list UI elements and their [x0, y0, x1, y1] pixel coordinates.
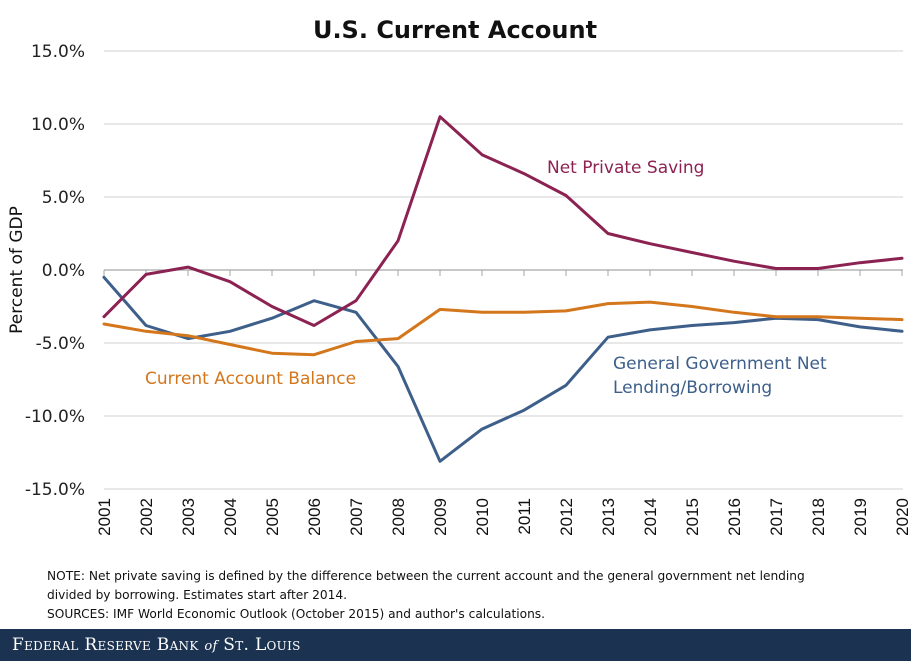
x-tick-label: 2011: [515, 498, 534, 535]
y-tick-label: 5.0%: [42, 188, 85, 208]
y-tick-label: -15.0%: [25, 480, 85, 500]
chart-notes: NOTE: Net private saving is defined by t…: [47, 567, 887, 624]
series-annotations: Net Private Saving Current Account Balanc…: [145, 158, 827, 398]
x-tick-label: 2010: [473, 498, 492, 536]
x-tick-label: 2008: [389, 498, 408, 536]
series-general-government-net-lending-borrowing: [102, 275, 904, 463]
footer-banner: Federal Reserve Bank of St. Louis: [0, 629, 911, 661]
y-tick-label: 15.0%: [31, 42, 85, 62]
note-line: NOTE: Net private saving is defined by t…: [47, 569, 805, 583]
x-axis: [103, 269, 903, 276]
x-tick-label: 2020: [893, 498, 911, 536]
x-tick-label: 2019: [851, 498, 870, 536]
x-tick-label: 2005: [263, 498, 282, 536]
annotation-line: Lending/Borrowing: [613, 378, 772, 398]
series-line: [102, 275, 904, 463]
annotation-line: Current Account Balance: [145, 369, 356, 389]
chart-title: U.S. Current Account: [313, 16, 597, 44]
x-tick-label: 2012: [557, 498, 576, 536]
series-net-private-saving: [102, 115, 904, 327]
x-tick-label: 2018: [809, 498, 828, 536]
y-tick-label: 0.0%: [42, 261, 85, 281]
x-tick-label: 2016: [725, 498, 744, 536]
annotation-line: General Government Net: [613, 354, 827, 374]
logo-text: St. Louis: [217, 635, 301, 655]
x-tick-label: 2004: [221, 498, 240, 536]
logo-text: Federal Reserve Bank: [12, 635, 205, 655]
y-tick-label: -5.0%: [36, 334, 85, 354]
x-tick-label: 2009: [431, 498, 450, 536]
x-tick-label: 2002: [137, 498, 156, 536]
fed-stlouis-logo[interactable]: Federal Reserve Bank of St. Louis: [12, 635, 301, 655]
x-tick-label: 2007: [347, 498, 366, 536]
x-tick-label: 2001: [95, 498, 114, 536]
y-tick-label: 10.0%: [31, 115, 85, 135]
x-tick-label: 2006: [305, 498, 324, 536]
x-tick-label: 2017: [767, 498, 786, 536]
line-chart: U.S. Current Account 15.0% 10.0% 5.0% 0.0% -…: [7, 16, 911, 536]
note-line: divided by borrowing. Estimates start af…: [47, 588, 348, 602]
sources-line: SOURCES: IMF World Economic Outlook (Oct…: [47, 607, 546, 621]
x-tick-label: 2015: [683, 498, 702, 536]
series-annotation: Current Account Balance: [145, 369, 356, 389]
x-tick-label: 2014: [641, 498, 660, 536]
x-tick-label: 2013: [599, 498, 618, 536]
series-line: [102, 115, 904, 327]
gridlines: [104, 50, 903, 490]
series-current-account-balance: [102, 300, 904, 357]
annotation-line: Net Private Saving: [547, 158, 704, 178]
series-annotation: General Government Net Lending/Borrowing: [613, 354, 827, 398]
x-tick-label: 2003: [179, 498, 198, 536]
logo-of: of: [204, 639, 218, 654]
series-lines: [102, 115, 904, 463]
series-annotation: Net Private Saving: [547, 158, 704, 178]
x-axis-ticks: 2001 2002 2003 2004 2005 2006 2007 2008 2009 2010…: [95, 498, 911, 536]
series-line: [102, 300, 904, 357]
y-axis-ticks: 15.0% 10.0% 5.0% 0.0% -5.0% -10.0% -15.0%: [25, 42, 85, 500]
y-axis-label: Percent of GDP: [7, 206, 27, 334]
y-tick-label: -10.0%: [25, 407, 85, 427]
